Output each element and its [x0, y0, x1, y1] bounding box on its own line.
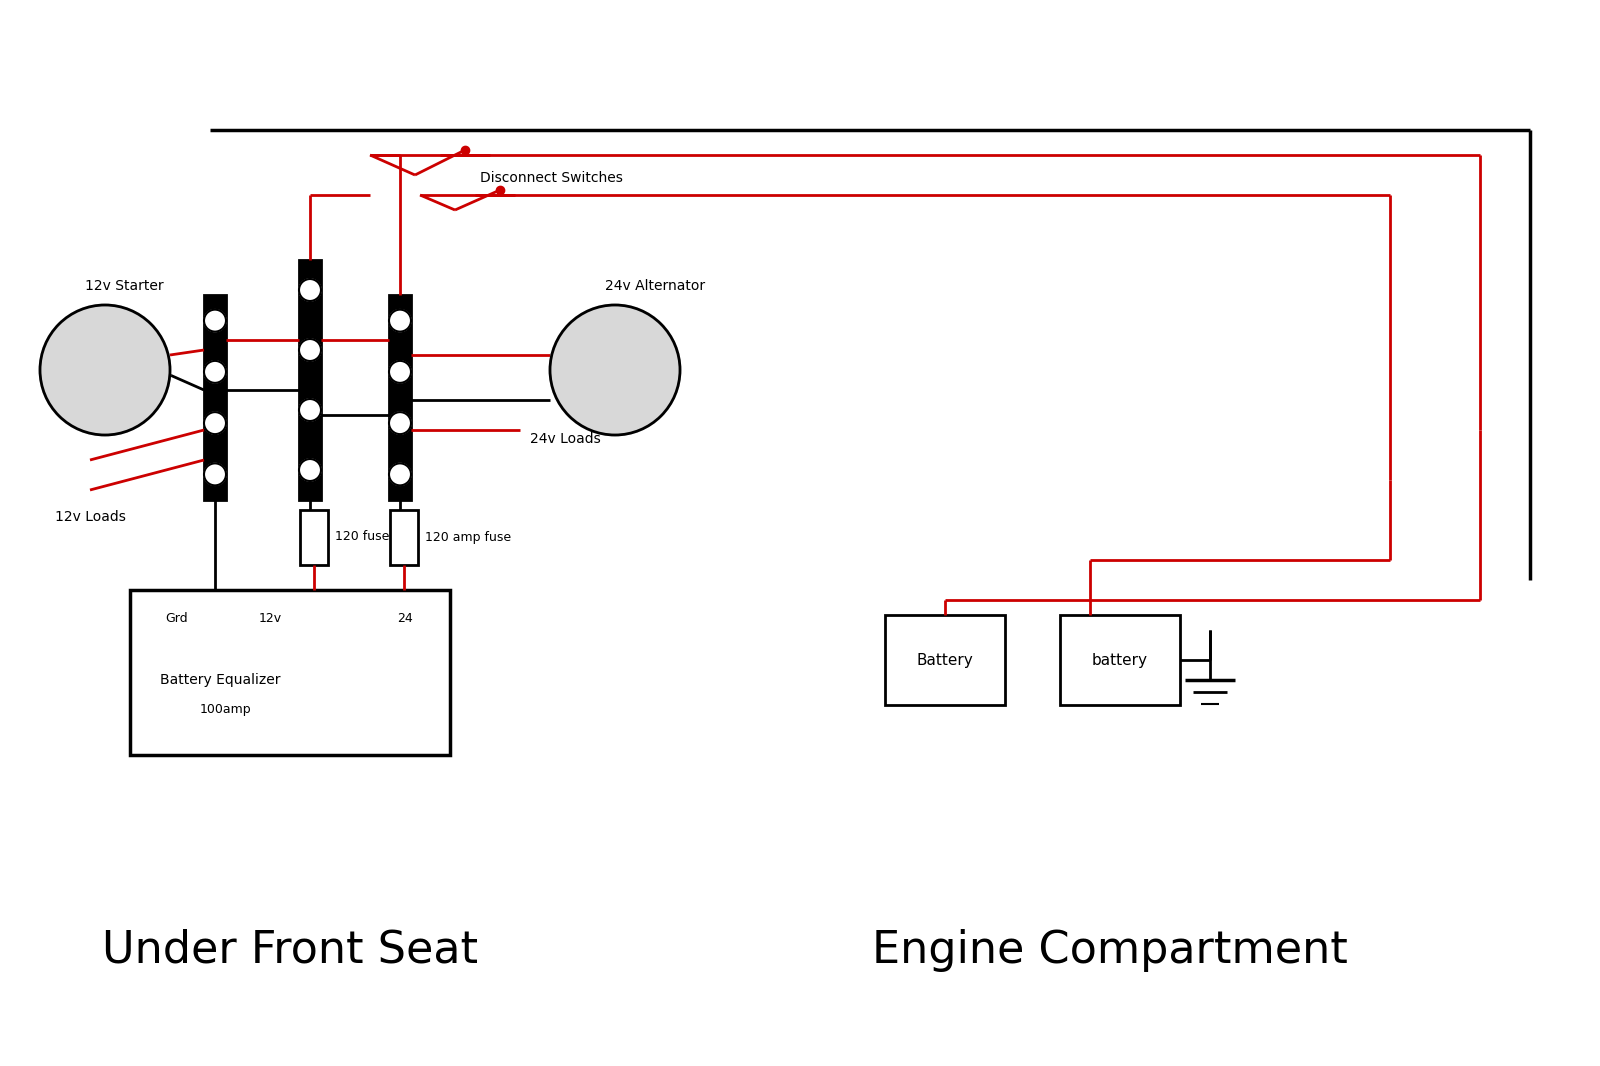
Bar [389, 295, 411, 500]
Circle shape [389, 361, 411, 383]
Bar [205, 295, 226, 500]
Text: 24v Alternator: 24v Alternator [605, 279, 706, 293]
Circle shape [299, 339, 322, 361]
Circle shape [40, 305, 170, 435]
Text: Engine Compartment: Engine Compartment [872, 928, 1347, 971]
Bar [1059, 615, 1181, 705]
Text: 100amp: 100amp [200, 704, 251, 716]
Text: 24: 24 [397, 612, 413, 625]
Circle shape [299, 399, 322, 421]
Text: Battery Equalizer: Battery Equalizer [160, 673, 280, 687]
Circle shape [389, 309, 411, 332]
Text: 120 amp fuse: 120 amp fuse [426, 531, 510, 544]
Bar [299, 260, 322, 500]
Text: Grd: Grd [165, 612, 187, 625]
Bar [390, 510, 418, 565]
Circle shape [299, 279, 322, 301]
Circle shape [205, 361, 226, 383]
Circle shape [205, 464, 226, 485]
Circle shape [299, 459, 322, 481]
Circle shape [389, 413, 411, 434]
Text: 12v: 12v [259, 612, 282, 625]
Text: 24v Loads: 24v Loads [530, 432, 600, 446]
Bar [130, 589, 450, 755]
Text: Battery: Battery [917, 652, 973, 667]
Text: 120 fuse: 120 fuse [334, 531, 389, 544]
Circle shape [205, 413, 226, 434]
Text: Under Front Seat: Under Front Seat [102, 928, 478, 971]
Circle shape [389, 464, 411, 485]
Text: Disconnect Switches: Disconnect Switches [480, 171, 622, 185]
Text: 12v Loads: 12v Loads [54, 510, 126, 524]
Text: battery: battery [1091, 652, 1149, 667]
Bar [301, 510, 328, 565]
Circle shape [550, 305, 680, 435]
Text: 12v Starter: 12v Starter [85, 279, 163, 293]
Bar [885, 615, 1005, 705]
Circle shape [205, 309, 226, 332]
